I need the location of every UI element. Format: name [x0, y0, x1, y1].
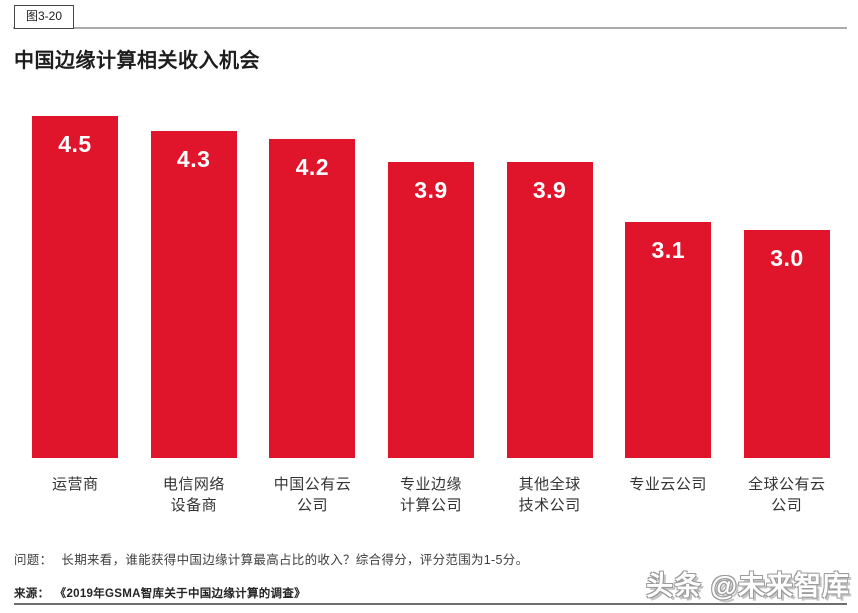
- bar-value-label: 3.1: [651, 237, 686, 264]
- source-text: 《2019年GSMA智库关于中国边缘计算的调查》: [60, 588, 306, 600]
- bar-value-label: 3.9: [414, 176, 448, 203]
- category-label: 全球公有云 公司: [748, 476, 826, 514]
- category-label: 专业边缘 计算公司: [400, 476, 463, 514]
- bar: 3.0: [743, 230, 830, 458]
- bar: 3.9: [387, 161, 474, 458]
- category-label: 其他全球 技术公司: [518, 476, 581, 514]
- top-divider: [13, 27, 847, 29]
- bottom-divider: [14, 603, 847, 605]
- bar: 4.5: [32, 116, 118, 458]
- source-note: 来源： 《2019年GSMA智库关于中国边缘计算的调查》: [14, 585, 306, 601]
- question-text: 长期来看，谁能获得中国边缘计算最高占比的收入？综合得分，评分范围为1-5分。: [61, 553, 529, 567]
- category-label: 运营商: [52, 476, 99, 493]
- figure-number-tag: 图3-20: [14, 5, 75, 29]
- source-label: 来源：: [14, 588, 50, 600]
- bar-value-label: 3.9: [532, 176, 567, 203]
- bar: 3.1: [625, 222, 712, 458]
- category-label: 专业云公司: [629, 476, 707, 493]
- question-note: 问题： 长期来看，谁能获得中国边缘计算最高占比的收入？综合得分，评分范围为1-5分…: [14, 549, 528, 568]
- bar-value-label: 3.0: [770, 245, 804, 271]
- category-axis-labels: 运营商 电信网络 设备商 中国公有云 公司 专业边缘 计算公司 其他全球 技术公司 专业云公司 全球…: [16, 474, 846, 516]
- question-label: 问题：: [14, 553, 53, 567]
- category-label: 中国公有云 公司: [273, 476, 352, 514]
- bar: 4.2: [269, 138, 356, 458]
- category-label: 电信网络 设备商: [162, 476, 225, 514]
- bar-value-label: 4.3: [176, 146, 211, 173]
- bar-chart-plot-area: 4.5 4.3 4.2 3.9 3.9 3.1 3.0: [32, 116, 830, 458]
- bar-value-label: 4.5: [58, 131, 92, 157]
- bar: 3.9: [506, 161, 593, 458]
- chart-title: 中国边缘计算相关收入机会: [14, 50, 260, 72]
- bar: 4.3: [150, 131, 237, 458]
- bar-value-label: 4.2: [295, 153, 330, 180]
- watermark-text: 头条 @未来智库: [646, 571, 850, 601]
